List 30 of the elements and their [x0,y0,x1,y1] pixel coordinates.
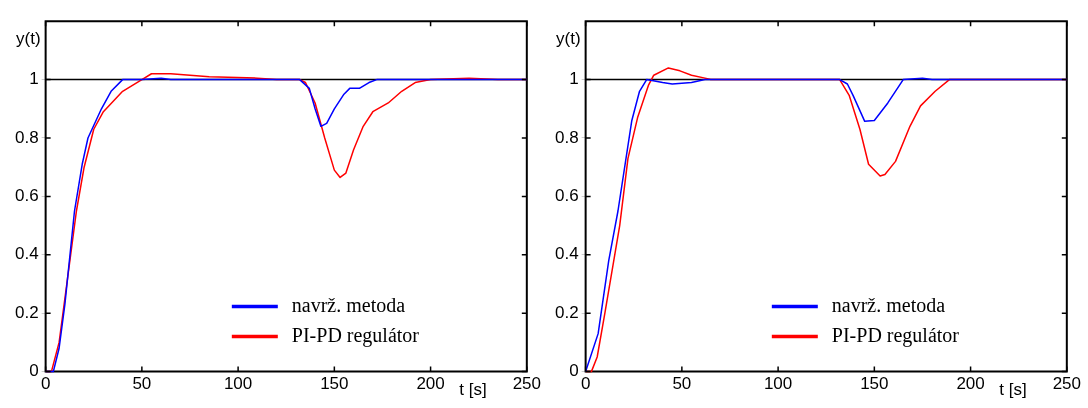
y-tick-label: 0 [29,361,39,381]
y-tick-label: 0 [569,361,579,381]
x-tick-label: 200 [416,374,445,394]
x-tick-label: 50 [672,374,692,394]
y-tick-label: 0.8 [14,127,39,147]
x-tick-label: 250 [1052,374,1082,394]
legend-label: PI-PD regulátor [291,323,420,347]
y-tick-label: 0.8 [554,127,579,147]
y-axis-title: y(t) [16,28,41,48]
x-tick-label: 200 [956,374,985,394]
y-tick-label: 0.6 [554,186,579,206]
x-axis-title: t [s] [459,379,487,399]
legend-label: PI-PD regulátor [831,323,960,347]
x-tick-label: 50 [132,374,152,394]
legend-label: navrž. metoda [831,293,946,316]
y-axis-title: y(t) [556,28,581,48]
y-tick-label: 1 [569,69,579,89]
x-tick-label: 250 [512,374,542,394]
y-tick-label: 0.4 [14,244,39,264]
x-axis-title: t [s] [999,379,1027,399]
legend-label: navrž. metoda [291,293,406,316]
y-tick-label: 0.4 [554,244,579,264]
y-tick-label: 0.6 [14,186,39,206]
y-tick-label: 0.2 [554,302,579,322]
x-tick-label: 100 [763,374,793,394]
x-tick-label: 100 [223,374,253,394]
y-tick-label: 0.2 [14,302,39,322]
x-tick-label: 150 [320,374,349,394]
y-tick-label: 1 [29,69,39,89]
x-tick-label: 150 [860,374,889,394]
